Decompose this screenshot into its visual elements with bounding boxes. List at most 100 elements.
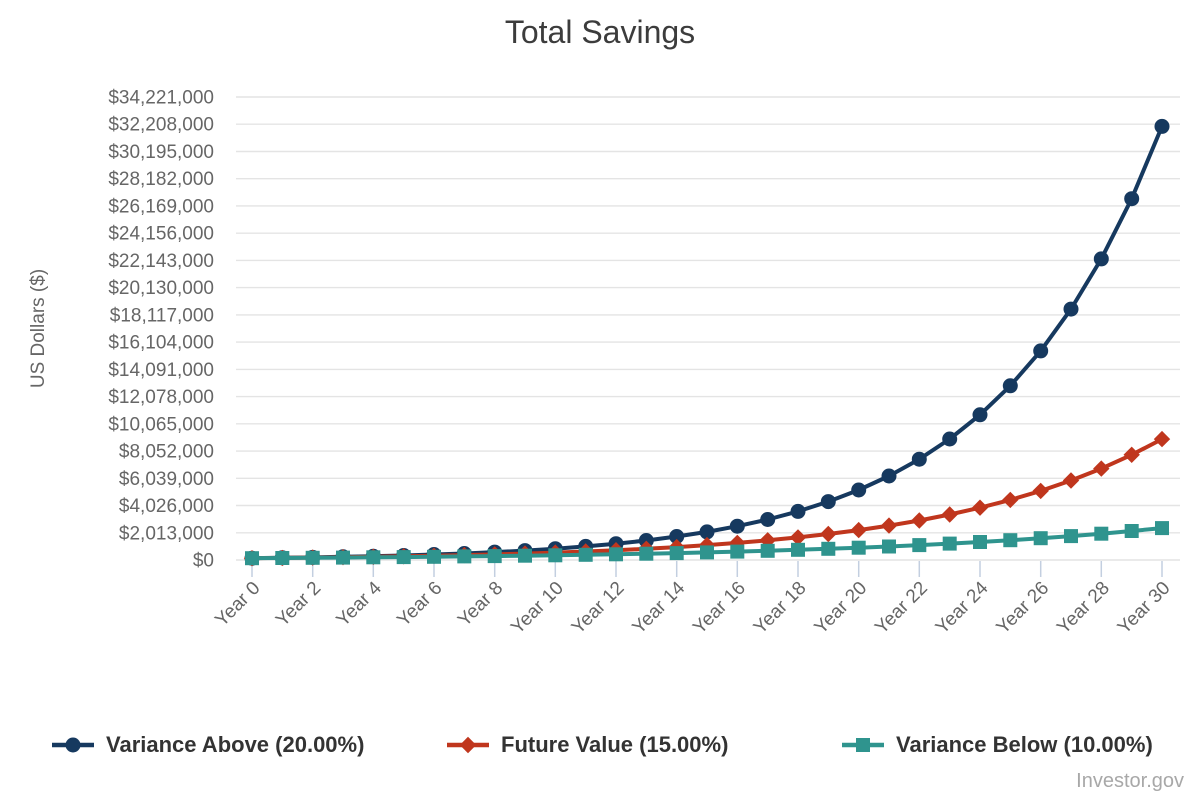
y-axis-tick-label: $20,130,000 (108, 278, 214, 299)
data-point-square (700, 545, 714, 560)
x-axis-tick-label: Year 26 (993, 578, 1054, 639)
data-point-circle (851, 482, 867, 498)
data-point-diamond (789, 529, 807, 546)
legend-item-2[interactable]: Variance Below (10.00%) (840, 732, 1153, 758)
y-axis-tick-label: $8,052,000 (119, 442, 214, 463)
data-point-square (275, 551, 290, 565)
data-point-circle (820, 494, 836, 510)
chart-title: Total Savings (504, 14, 696, 50)
x-axis-tick-label: Year 16 (689, 578, 750, 639)
data-point-diamond (850, 521, 867, 539)
x-axis-tick-label: Year 10 (507, 578, 568, 639)
y-axis-tick-label: $32,208,000 (108, 115, 214, 136)
data-point-square (366, 550, 381, 565)
data-point-diamond (729, 534, 746, 552)
x-axis-tick-label: Year 8 (454, 578, 507, 631)
x-axis-tick-label: Year 24 (932, 577, 993, 638)
legend: Variance Above (20.00%) Future Value (15.… (50, 732, 1190, 758)
data-point-square (639, 546, 654, 561)
data-point-square (760, 543, 775, 558)
data-point-circle (911, 451, 927, 467)
y-axis-tick-label: $30,195,000 (108, 142, 214, 163)
y-axis-tick-label: $4,026,000 (119, 496, 214, 517)
data-point-diamond (1123, 446, 1140, 463)
data-point-diamond (1032, 482, 1049, 500)
data-point-square (1003, 533, 1018, 548)
legend-marker-diamond-icon (447, 736, 489, 754)
y-axis-tick-label: $28,182,000 (108, 169, 214, 190)
data-point-circle (972, 407, 988, 423)
data-point-square (548, 548, 563, 563)
data-point-circle (790, 503, 806, 519)
y-axis-tick-label: $34,221,000 (108, 88, 214, 109)
data-point-diamond (880, 517, 898, 534)
x-axis-tick-label: Year 6 (393, 578, 446, 631)
data-point-square (1064, 529, 1078, 544)
legend-label: Future Value (15.00%) (501, 732, 729, 757)
data-point-diamond (971, 499, 989, 516)
legend-item-1[interactable]: Future Value (15.00%) (445, 732, 840, 758)
data-point-square (730, 544, 745, 559)
legend-marker-circle-icon (52, 737, 94, 753)
data-point-square (851, 540, 866, 555)
x-axis-tick-label: Year 12 (568, 578, 629, 639)
data-point-square (487, 549, 502, 564)
data-point-diamond (911, 512, 928, 529)
y-axis-tick-label: $12,078,000 (108, 387, 214, 408)
legend-label: Variance Above (20.00%) (106, 732, 365, 757)
data-point-square (609, 547, 623, 562)
data-point-diamond (941, 506, 958, 523)
x-axis-tick-label: Year 30 (1114, 578, 1175, 639)
x-axis-tick-label: Year 0 (211, 578, 264, 631)
y-axis-title: US Dollars ($) (28, 269, 49, 388)
data-point-square (578, 547, 593, 562)
data-point-circle (1002, 378, 1018, 394)
data-point-diamond (820, 525, 837, 543)
data-point-square (912, 538, 927, 553)
y-axis-tick-label: $6,039,000 (119, 469, 214, 490)
x-axis-tick-label: Year 2 (272, 578, 325, 631)
x-axis-tick-label: Year 28 (1053, 578, 1114, 639)
data-point-diamond (759, 532, 776, 549)
y-axis-tick-label: $2,013,000 (119, 523, 214, 544)
data-point-circle (65, 737, 81, 753)
y-axis-tick-label: $16,104,000 (108, 333, 214, 354)
source-attribution: Investor.gov (1076, 770, 1184, 792)
legend-label: Variance Below (10.00%) (896, 732, 1153, 757)
data-point-square (821, 541, 836, 556)
data-point-circle (1093, 251, 1109, 267)
data-point-square (1033, 531, 1048, 546)
data-point-square (427, 549, 441, 564)
y-axis-tick-label: $0 (193, 551, 214, 572)
data-point-diamond (1062, 472, 1080, 489)
legend-item-0[interactable]: Variance Above (20.00%) (50, 732, 445, 758)
data-point-circle (1154, 118, 1170, 134)
data-point-circle (942, 431, 958, 447)
data-point-diamond (1153, 430, 1171, 448)
x-axis-tick-label: Year 4 (333, 577, 387, 631)
y-axis-tick-label: $18,117,000 (110, 305, 214, 326)
data-point-square (791, 542, 805, 557)
data-point-circle (760, 512, 776, 527)
data-point-square (336, 550, 350, 565)
data-point-square (245, 551, 259, 566)
data-point-circle (669, 529, 685, 544)
data-point-circle (638, 533, 654, 548)
data-point-square (518, 548, 532, 563)
y-axis-tick-label: $10,065,000 (108, 414, 214, 435)
data-point-circle (1063, 301, 1079, 317)
y-axis-tick-label: $22,143,000 (108, 251, 214, 272)
x-axis-tick-label: Year 20 (811, 578, 872, 639)
data-point-square (882, 539, 896, 554)
data-point-diamond (1093, 460, 1110, 477)
x-axis-tick-label: Year 18 (750, 578, 811, 639)
data-point-circle (699, 524, 715, 540)
x-axis-tick-label: Year 22 (871, 578, 932, 639)
data-point-diamond (459, 736, 477, 754)
data-point-circle (1033, 343, 1049, 359)
data-point-circle (729, 518, 745, 534)
y-axis-tick-label: $26,169,000 (108, 196, 214, 217)
data-point-square (1155, 521, 1169, 536)
data-point-square (305, 550, 320, 565)
data-point-square (973, 535, 987, 549)
